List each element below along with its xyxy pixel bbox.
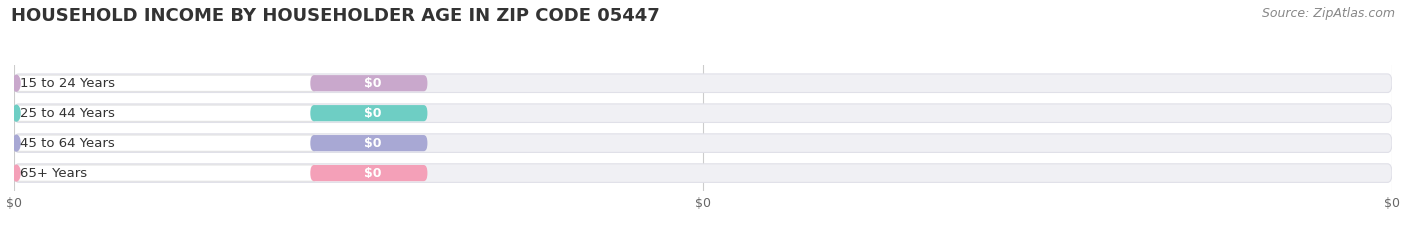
FancyBboxPatch shape xyxy=(14,134,1392,152)
FancyBboxPatch shape xyxy=(14,105,318,121)
Text: $0: $0 xyxy=(364,107,381,120)
Circle shape xyxy=(13,75,20,91)
Circle shape xyxy=(13,135,20,151)
FancyBboxPatch shape xyxy=(14,74,1392,93)
Circle shape xyxy=(13,105,20,121)
Text: $0: $0 xyxy=(364,137,381,150)
FancyBboxPatch shape xyxy=(311,105,427,121)
FancyBboxPatch shape xyxy=(14,104,1392,123)
FancyBboxPatch shape xyxy=(14,75,318,91)
FancyBboxPatch shape xyxy=(14,164,1392,182)
Text: 45 to 64 Years: 45 to 64 Years xyxy=(21,137,115,150)
Text: 65+ Years: 65+ Years xyxy=(21,167,87,180)
Text: $0: $0 xyxy=(364,77,381,90)
Text: HOUSEHOLD INCOME BY HOUSEHOLDER AGE IN ZIP CODE 05447: HOUSEHOLD INCOME BY HOUSEHOLDER AGE IN Z… xyxy=(11,7,659,25)
Circle shape xyxy=(13,165,20,181)
FancyBboxPatch shape xyxy=(311,75,427,91)
Text: 15 to 24 Years: 15 to 24 Years xyxy=(21,77,115,90)
Text: 25 to 44 Years: 25 to 44 Years xyxy=(21,107,115,120)
FancyBboxPatch shape xyxy=(14,165,318,181)
Text: Source: ZipAtlas.com: Source: ZipAtlas.com xyxy=(1261,7,1395,20)
FancyBboxPatch shape xyxy=(311,135,427,151)
FancyBboxPatch shape xyxy=(311,165,427,181)
Text: $0: $0 xyxy=(364,167,381,180)
FancyBboxPatch shape xyxy=(14,135,318,151)
